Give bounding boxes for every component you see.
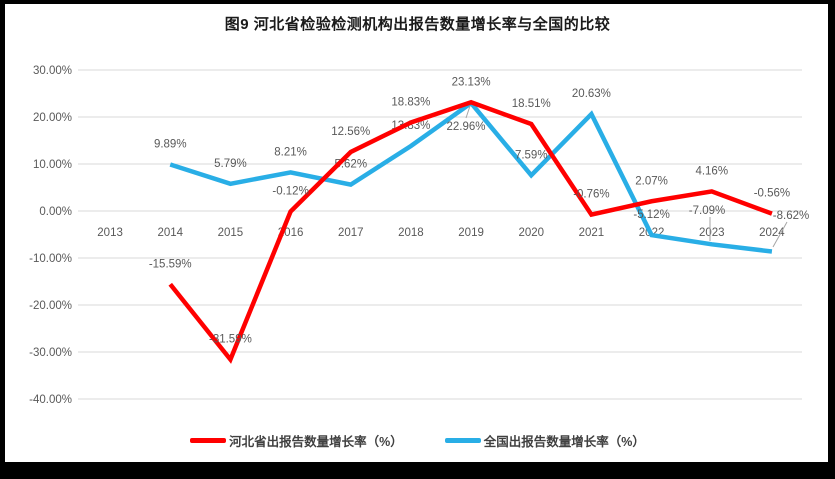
data-label-hebei: 2.07%: [635, 175, 668, 187]
x-axis-tick-label: 2015: [218, 227, 244, 239]
data-label-national: 7.59%: [515, 149, 548, 161]
data-label-national: 9.89%: [154, 139, 187, 151]
data-label-hebei: 12.56%: [331, 126, 370, 138]
series-line-hebei: [168, 99, 773, 364]
data-label-national: 5.79%: [214, 158, 247, 170]
scan-edge-left: [0, 0, 5, 479]
x-axis-tick-label: 2013: [97, 227, 123, 239]
data-label-hebei: -0.76%: [573, 189, 609, 201]
legend-label-national: 全国出报告数量增长率（%）: [483, 435, 645, 449]
chart-title: 图9 河北省检验检测机构出报告数量增长率与全国的比较: [224, 16, 611, 33]
scan-edge-top: [0, 0, 835, 4]
data-label-national: 22.96%: [446, 121, 485, 133]
data-label-national: -7.09%: [689, 205, 725, 217]
y-axis-tick-label: 20.00%: [33, 112, 72, 124]
label-leader-line: [465, 105, 471, 119]
x-axis-tick-label: 2018: [398, 227, 424, 239]
y-axis-tick-label: 0.00%: [39, 206, 72, 218]
legend-line-sample-blue: [444, 438, 481, 443]
x-axis-tick-label: 2023: [699, 227, 725, 239]
chart-legend: 河北省出报告数量增长率（%） 全国出报告数量增长率（%）: [0, 431, 835, 450]
data-label-hebei: 18.83%: [391, 96, 430, 108]
legend-item-national: 全国出报告数量增长率（%）: [444, 431, 645, 450]
scan-edge-bottom: [0, 462, 835, 479]
data-label-national: 20.63%: [572, 88, 611, 100]
y-axis-tick-label: 30.00%: [33, 65, 72, 77]
y-axis-tick-label: -40.00%: [29, 394, 72, 406]
x-axis-tick-label: 2020: [518, 227, 544, 239]
y-axis-tick-label: -30.00%: [29, 347, 72, 359]
x-axis-tick-label: 2019: [458, 227, 484, 239]
legend-item-hebei: 河北省出报告数量增长率（%）: [190, 431, 403, 450]
y-axis-tick-label: -10.00%: [29, 253, 72, 265]
data-label-hebei: 18.51%: [512, 98, 551, 110]
y-axis-tick-label: 10.00%: [33, 159, 72, 171]
data-label-hebei: 23.13%: [452, 76, 491, 88]
data-label-hebei: -0.56%: [754, 188, 790, 200]
data-label-hebei: -15.59%: [149, 258, 192, 270]
legend-line-sample-red: [190, 438, 227, 443]
y-axis-tick-label: -20.00%: [29, 300, 72, 312]
data-label-national: 8.21%: [274, 146, 307, 158]
x-axis-tick-label: 2014: [157, 227, 183, 239]
x-axis-tick-label: 2017: [338, 227, 364, 239]
data-label-hebei: 4.16%: [695, 165, 728, 177]
data-label-national: -5.12%: [633, 209, 669, 221]
legend-label-hebei: 河北省出报告数量增长率（%）: [229, 435, 403, 449]
scan-edge-right: [828, 0, 835, 479]
data-label-national: -8.62%: [773, 210, 809, 222]
x-axis-tick-label: 2021: [579, 227, 605, 239]
label-leader-line: [772, 221, 788, 248]
data-label-hebei: -31.59%: [209, 333, 252, 345]
data-label-hebei: -0.12%: [272, 186, 308, 198]
